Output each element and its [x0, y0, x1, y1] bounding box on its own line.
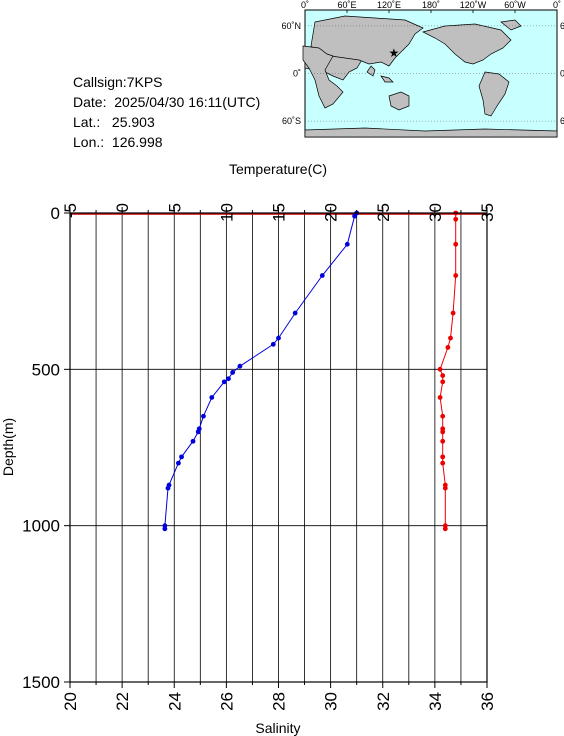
temperature-point	[276, 335, 281, 341]
temperature-point	[226, 376, 231, 382]
station-marker-icon: ★	[389, 46, 400, 60]
temperature-point	[270, 341, 276, 347]
temperature-point	[221, 379, 227, 385]
grid-lines	[70, 213, 487, 682]
world-map: 0˚ 60˚E 120˚E 180˚ 120˚W 60˚W 0˚ 60˚N 60˚N 0˚ 0˚ 60…	[281, 0, 564, 138]
salinity-point	[440, 373, 446, 378]
top-tick-label: 15	[270, 203, 289, 222]
bottom-tick-label: 26	[217, 692, 236, 711]
land-south-america	[478, 71, 510, 117]
y-tick-label: 1000	[22, 517, 60, 536]
bottom-tick-label: 30	[322, 692, 341, 711]
temperature-point	[352, 213, 358, 219]
date-text: Date: 2025/04/30 16:11(UTC)	[73, 94, 261, 110]
bottom-axis-title: Salinity	[255, 720, 300, 736]
land-africa	[302, 45, 344, 109]
salinity-point	[453, 241, 459, 247]
salinity-point	[440, 460, 446, 466]
land-indonesia	[380, 75, 394, 83]
map-lat-label: 0˚	[293, 69, 301, 79]
map-land	[302, 15, 558, 138]
temperature-point	[176, 460, 181, 466]
temperature-line	[164, 212, 358, 529]
top-tick-label: 25	[374, 203, 393, 222]
salinity-point	[440, 429, 446, 435]
salinity-point	[440, 413, 446, 419]
temperature-point	[319, 273, 325, 278]
top-tick-label: 10	[217, 203, 236, 222]
bottom-tick-label: 34	[426, 692, 445, 711]
salinity-point	[453, 273, 459, 278]
temperature-point	[344, 241, 350, 247]
land-north-america	[422, 23, 512, 65]
y-tick-label: 500	[32, 360, 60, 379]
salinity-point	[448, 335, 453, 341]
callsign-text: Callsign:7KPS	[73, 74, 163, 90]
map-lon-label: 120˚W	[460, 0, 487, 10]
map-lat-label: 60˚S	[282, 116, 301, 126]
top-axis-title: Temperature(C)	[229, 161, 327, 177]
map-lon-label: 180˚	[422, 0, 440, 10]
map-lat-label: 60˚N	[560, 21, 564, 31]
bottom-tick-label: 28	[270, 692, 289, 711]
bottom-tick-label: 24	[165, 692, 184, 711]
salinity-point	[453, 216, 459, 222]
salinity-point	[442, 485, 448, 491]
map-lon-label: 0˚	[553, 0, 561, 10]
temperature-point	[162, 526, 168, 532]
bottom-tick-label: 22	[113, 692, 132, 711]
station-info: Callsign:7KPS Date: 2025/04/30 16:11(UTC…	[73, 72, 260, 152]
map-lat-label: 60˚N	[281, 21, 301, 31]
salinity-point	[440, 379, 446, 385]
top-tick-label: 30	[426, 203, 445, 222]
salinity-point	[442, 526, 448, 532]
map-lon-label: 60˚W	[504, 0, 526, 10]
salinity-point	[437, 366, 443, 372]
bottom-tick-label: 32	[374, 692, 393, 711]
map-lat-label: 60˚S	[560, 116, 564, 126]
top-tick-label: -5	[61, 203, 80, 218]
top-tick-label: 5	[165, 203, 184, 212]
y-tick-label: 0	[51, 204, 60, 223]
map-lat-label: 0˚	[560, 69, 564, 79]
salinity-point	[445, 345, 451, 350]
top-tick-label: 0	[113, 203, 132, 212]
map-labels: 0˚ 60˚E 120˚E 180˚ 120˚W 60˚W 0˚ 60˚N 60˚N 0˚ 0˚ 60…	[281, 0, 564, 126]
bottom-tick-label: 36	[478, 692, 497, 711]
salinity-point	[440, 438, 446, 444]
land-australia	[388, 91, 410, 111]
temperature-point	[165, 485, 171, 491]
temperature-point	[190, 438, 196, 444]
bottom-tick-label: 20	[61, 692, 80, 711]
map-lon-label: 120˚E	[377, 0, 401, 10]
salinity-point	[450, 310, 456, 316]
y-tick-label: 1500	[22, 673, 60, 692]
top-tick-label: 35	[478, 203, 497, 222]
y-axis-title: Depth(m)	[0, 418, 16, 476]
temperature-point	[201, 413, 206, 419]
land-india	[366, 65, 376, 77]
temperature-point	[237, 363, 243, 369]
land-antarctica	[304, 127, 558, 138]
salinity-point	[437, 395, 443, 400]
top-tick-label: 20	[322, 203, 341, 222]
temperature-point	[195, 429, 201, 435]
temperature-point	[209, 395, 215, 400]
temperature-point	[230, 370, 236, 375]
salinity-point	[440, 454, 446, 460]
temperature-point	[292, 310, 298, 316]
map-lon-label: 0˚	[301, 0, 309, 10]
series-layer	[70, 210, 487, 532]
lat-text: Lat.: 25.903	[73, 114, 155, 130]
temperature-point	[179, 454, 184, 460]
map-lon-label: 60˚E	[337, 0, 356, 10]
lon-text: Lon.: 126.998	[73, 134, 163, 150]
